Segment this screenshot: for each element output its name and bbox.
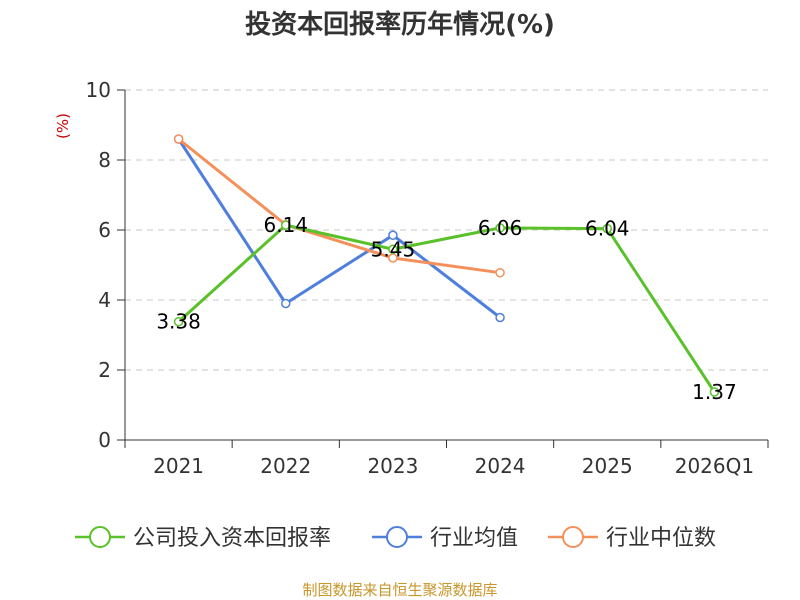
grid-lines	[125, 89, 768, 371]
series-point-2	[495, 267, 505, 278]
legend-marker	[562, 526, 584, 548]
x-tick-label: 2026Q1	[675, 454, 754, 478]
data-label: 1.37	[692, 380, 737, 404]
series-point-2	[173, 134, 184, 144]
y-tick-label: 2	[98, 358, 111, 382]
data-label: 3.38	[156, 310, 201, 334]
source-note: 制图数据来自恒生聚源数据库	[302, 581, 497, 599]
legend-marker	[89, 526, 111, 548]
y-tick-label: 4	[98, 288, 111, 312]
legend-item-1[interactable]: 行业均值	[372, 526, 518, 551]
series-point-0	[281, 220, 291, 230]
y-tick-label: 8	[98, 148, 111, 172]
y-axis-unit-label: (%)	[54, 113, 72, 139]
legend-item-0[interactable]: 公司投入资本回报率	[75, 526, 331, 551]
y-tick-label: 10	[86, 78, 111, 102]
data-label: 6.14	[263, 213, 308, 237]
series-line-2	[177, 137, 501, 275]
data-labels: 3.38 6.14 5.45 6.06 6.04 1.37	[156, 213, 736, 404]
series-point-1	[495, 312, 505, 323]
series-point-0	[709, 387, 720, 397]
legend-label: 行业均值	[430, 526, 518, 551]
series-line-1	[177, 138, 501, 319]
legend-label: 公司投入资本回报率	[133, 526, 331, 551]
legend-label: 行业中位数	[606, 526, 716, 551]
series-point-0	[602, 223, 612, 234]
x-tick-label: 2021	[153, 454, 204, 478]
series-point-0	[388, 244, 398, 254]
series-point-1	[388, 230, 398, 240]
series-point-0	[495, 223, 505, 233]
data-label: 6.06	[478, 216, 523, 240]
data-label: 6.04	[585, 217, 630, 241]
x-tick-label: 2023	[367, 454, 418, 478]
y-tick-label: 0	[98, 428, 111, 452]
legend[interactable]: 公司投入资本回报率 行业均值 行业中位数	[75, 526, 716, 551]
axes: 0 2 4 6 8 10 2021 2022 2023 2024 2025 2026Q1	[86, 78, 769, 478]
legend-marker	[386, 526, 408, 548]
series-point-1	[281, 298, 291, 309]
series-point-0	[173, 316, 184, 327]
x-tick-label: 2022	[260, 454, 311, 478]
chart-title: 投资本回报率历年情况(%)	[245, 9, 555, 40]
y-tick-label: 6	[98, 218, 111, 242]
series-group	[173, 134, 720, 397]
x-tick-label: 2024	[475, 454, 526, 478]
series-line-0	[177, 223, 716, 393]
data-label: 5.45	[371, 237, 416, 261]
legend-item-2[interactable]: 行业中位数	[548, 526, 716, 551]
x-tick-label: 2025	[582, 454, 633, 478]
